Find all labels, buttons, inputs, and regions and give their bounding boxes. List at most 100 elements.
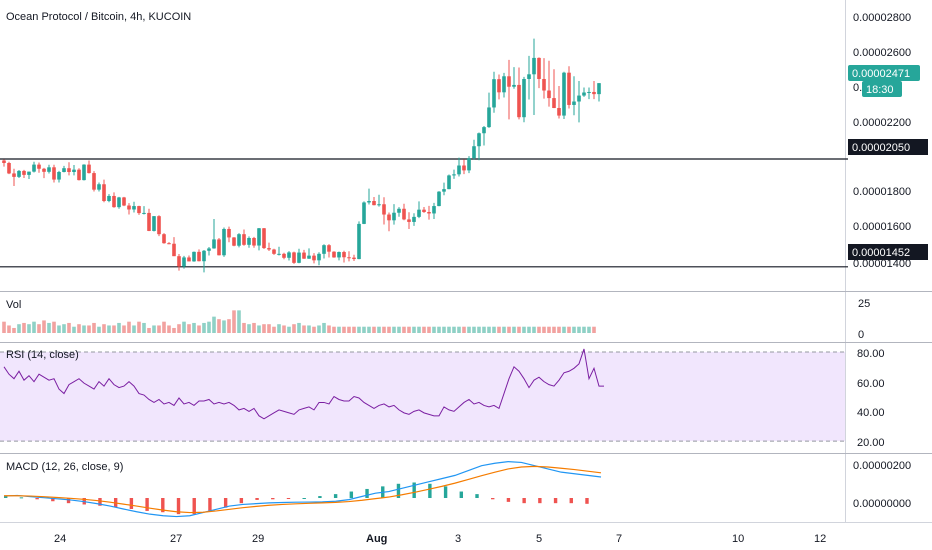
- volume-bar: [42, 320, 46, 333]
- candle-body: [217, 239, 221, 256]
- candle-body: [197, 251, 201, 262]
- volume-bar: [372, 326, 376, 333]
- price-tick-2: 0.00002200: [853, 117, 911, 129]
- volume-bar: [377, 326, 381, 333]
- volume-bar: [562, 326, 566, 333]
- candle-body: [582, 92, 586, 96]
- volume-bar: [592, 326, 596, 333]
- candle-body: [77, 169, 81, 181]
- volume-bar: [322, 322, 326, 333]
- volume-bar: [397, 326, 401, 333]
- candle-body: [557, 108, 561, 116]
- volume-bar: [57, 325, 61, 333]
- candle-body: [362, 202, 366, 224]
- candle-body: [367, 201, 371, 203]
- time-label-29: 29: [252, 533, 264, 545]
- time-label-10: 10: [732, 533, 744, 545]
- macd-histogram-bar: [333, 494, 338, 498]
- candle-body: [492, 79, 496, 108]
- candle-body: [172, 243, 176, 257]
- candle-body: [407, 219, 411, 222]
- candle-body: [347, 257, 351, 259]
- macd-histogram-bar: [176, 498, 181, 515]
- volume-bar: [387, 326, 391, 333]
- candle-body: [47, 167, 51, 172]
- candle-body: [522, 78, 526, 118]
- volume-bar: [352, 326, 356, 333]
- candle-body: [82, 164, 86, 181]
- volume-bar: [367, 326, 371, 333]
- volume-bar: [12, 327, 16, 333]
- macd-histogram-bar: [443, 486, 448, 498]
- volume-bar: [7, 325, 11, 333]
- candle-body: [257, 228, 261, 246]
- volume-bar: [492, 326, 496, 333]
- candle-body: [277, 253, 281, 255]
- volume-bar: [507, 326, 511, 333]
- volume-bar: [77, 324, 81, 333]
- candle-body: [192, 251, 196, 262]
- candle-body: [7, 162, 11, 174]
- volume-bar: [572, 326, 576, 333]
- candle-body: [472, 146, 476, 159]
- macd-histogram-bar: [19, 497, 24, 499]
- volume-bar: [452, 326, 456, 333]
- candle-body: [442, 189, 446, 192]
- volume-bar: [32, 321, 36, 333]
- candle-body: [272, 249, 276, 254]
- time-label-27: 27: [170, 533, 182, 545]
- macd-histogram-bar: [538, 498, 542, 504]
- candle-body: [342, 252, 346, 258]
- candle-body: [547, 90, 551, 99]
- volume-bar: [127, 321, 131, 333]
- signal-line: [4, 465, 602, 514]
- candle-body: [437, 191, 441, 207]
- volume-bar: [412, 326, 416, 333]
- macd-histogram-bar: [412, 482, 416, 498]
- volume-bar: [502, 326, 506, 333]
- volume-bar: [442, 326, 446, 333]
- macd-histogram-bar: [318, 496, 322, 498]
- candle-body: [37, 164, 41, 169]
- candle-body: [147, 212, 151, 231]
- volume-bar: [162, 321, 166, 333]
- volume-bar: [532, 326, 536, 333]
- rsi-line: [3, 348, 604, 420]
- candle-body: [412, 216, 416, 222]
- candle-body: [212, 239, 216, 249]
- volume-bar: [147, 327, 151, 333]
- candle-body: [247, 237, 251, 245]
- volume-bar: [182, 321, 186, 333]
- candle-body: [237, 234, 241, 246]
- volume-bar: [62, 324, 66, 333]
- volume-bar: [522, 326, 526, 333]
- volume-bar: [457, 326, 461, 333]
- volume-bar: [72, 326, 76, 333]
- candle-body: [487, 107, 491, 128]
- macd-histogram-bar: [585, 498, 589, 504]
- time-label-5: 5: [536, 533, 542, 545]
- candle-body: [312, 255, 316, 261]
- macd-histogram-bar: [4, 496, 8, 498]
- macd-histogram-bar: [192, 498, 196, 515]
- candle-body: [527, 74, 531, 79]
- volume-bar: [582, 326, 586, 333]
- volume-bar: [197, 325, 201, 333]
- rsi-tick-0: 80.00: [857, 348, 885, 360]
- candle-body: [52, 167, 56, 180]
- candle-body: [517, 84, 521, 118]
- macd-histogram-bar: [491, 498, 495, 500]
- candle-body: [477, 133, 481, 147]
- candle-body: [577, 95, 581, 102]
- candle-body: [427, 212, 431, 214]
- time-label-12: 12: [814, 533, 826, 545]
- candle-body: [177, 256, 181, 267]
- volume-bar: [107, 325, 111, 333]
- macd-line: [3, 461, 602, 518]
- candle-body: [562, 72, 566, 116]
- volume-bar: [392, 326, 396, 333]
- volume-bar: [402, 326, 406, 333]
- candle-body: [232, 237, 236, 246]
- candle-body: [357, 223, 361, 260]
